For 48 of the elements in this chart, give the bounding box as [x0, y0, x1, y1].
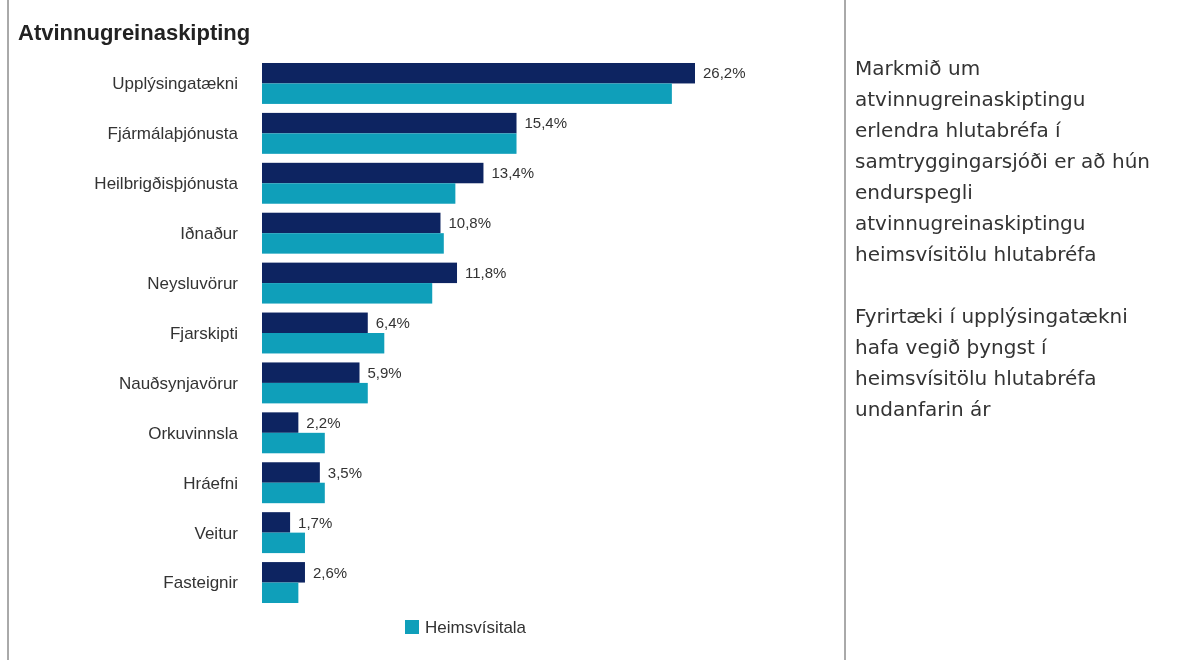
text: Fyrirtæki í upplýsingatækni hafa vegið þyngst í heimsvísitölu hlutabréfa undanfarin ár [855, 304, 1128, 421]
bar [262, 183, 456, 204]
data-label: 5,9% [367, 363, 402, 381]
y-tick-label: Orkuvinnsla [148, 423, 239, 443]
bar [262, 162, 484, 184]
data-label: 26,2% [703, 64, 746, 82]
y-tick-label: Upplýsingatækni [112, 74, 238, 94]
data-label: 13,4% [491, 164, 534, 182]
bar [262, 262, 458, 284]
y-tick-label: Fjármálaþjónusta [107, 124, 239, 144]
data-label: 15,4% [524, 114, 568, 132]
bar [262, 112, 517, 134]
text: Markmið um atvinnugreinaskiptingu erlendra hlutabréfa í samtryggingarsjóði er að hún endurspegli atvinnugreinaskiptingu heimsvísitölu hlutabréfa [855, 56, 1150, 266]
y-tick-label: Fjarskipti [169, 323, 238, 343]
bar [262, 233, 444, 254]
bar [262, 83, 672, 104]
y-tick-label: Fasteignir [163, 573, 239, 593]
bar [262, 412, 299, 433]
data-label: 6,4% [375, 314, 410, 332]
data-label: 3,5% [327, 463, 363, 481]
bar [262, 62, 695, 84]
data-label: 2,2% [306, 413, 341, 431]
bar [262, 312, 368, 333]
bar [262, 382, 368, 404]
y-tick-label: Hráefni [183, 473, 238, 493]
chart-title: Atvinnugreinaskipting [18, 20, 251, 45]
bar [262, 283, 433, 304]
y-tick-label: Heilbrigðisþjónusta [94, 174, 239, 194]
bar [262, 582, 299, 604]
bar [262, 362, 360, 383]
data-label: 1,7% [298, 513, 333, 531]
data-label: 2,6% [312, 563, 348, 581]
bar [262, 482, 325, 504]
y-tick-label: Veitur [194, 523, 239, 543]
y-tick-label: Neysluvörur [147, 274, 239, 294]
data-label: 10,8% [448, 214, 492, 232]
data-label: 11,8% [465, 264, 507, 282]
y-tick-label: Iðnaður [180, 224, 239, 244]
bar [262, 462, 320, 483]
bar [262, 333, 385, 354]
bar [262, 532, 305, 554]
bar [262, 133, 517, 154]
bar [262, 512, 291, 533]
legend-label: Heimsvísitala [425, 617, 527, 637]
bar [262, 562, 305, 583]
y-tick-label: Nauðsynjavörur [118, 373, 239, 393]
bar [262, 432, 325, 454]
bar [262, 212, 441, 234]
